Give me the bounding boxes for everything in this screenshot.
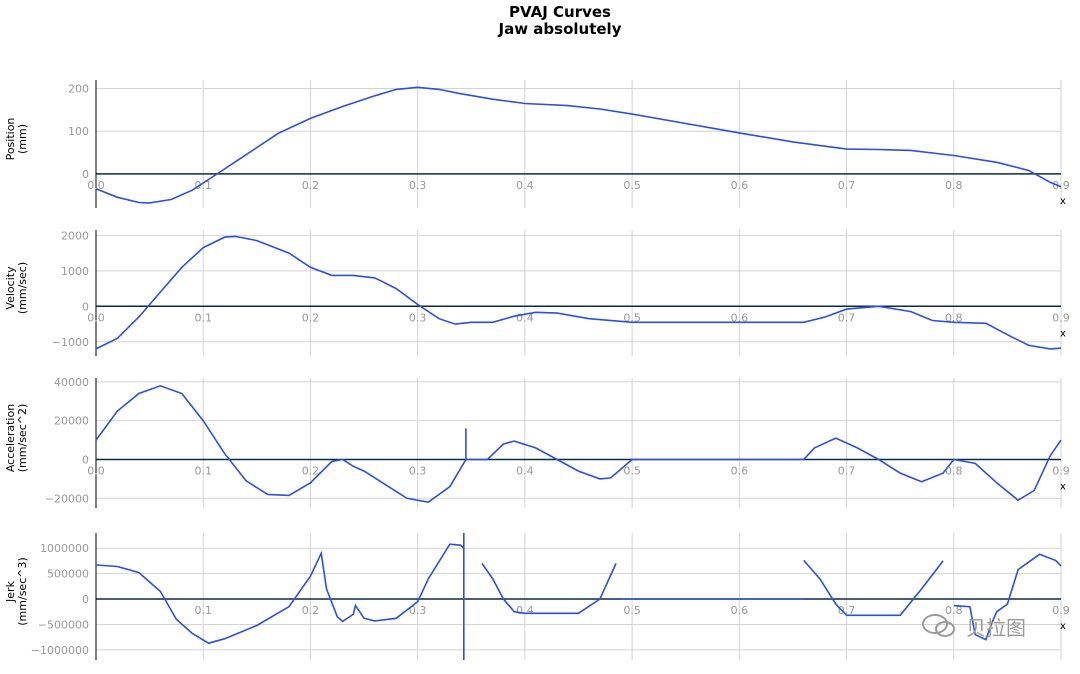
x-tick-label: 0.4 bbox=[516, 464, 534, 477]
x-axis-label: x bbox=[1060, 481, 1066, 492]
series-line bbox=[803, 559, 944, 617]
x-tick-label: 0.3 bbox=[409, 464, 427, 477]
x-tick-label: 0.5 bbox=[623, 179, 641, 192]
chart-title-line-2: Jaw absolutely bbox=[498, 20, 622, 38]
wechat-icon bbox=[922, 614, 955, 637]
y-tick-label: 0 bbox=[82, 593, 89, 606]
y-tick-label: 0 bbox=[82, 300, 89, 313]
y-axis-label: Jerk(mm/sec^3) bbox=[4, 557, 29, 625]
y-tick-label: 0 bbox=[82, 453, 89, 466]
y-axis-label-line: (mm/sec) bbox=[16, 262, 29, 314]
x-tick-label: 0.1 bbox=[194, 604, 212, 617]
y-axis-label-line: Acceleration bbox=[4, 404, 17, 472]
y-axis-label-line: (mm) bbox=[16, 124, 29, 154]
x-tick-label: 0.1 bbox=[194, 464, 212, 477]
x-tick-label: 0.9 bbox=[1052, 464, 1070, 477]
x-tick-label: 0.8 bbox=[945, 179, 963, 192]
x-tick-label: 0.7 bbox=[838, 464, 856, 477]
y-tick-label: −1000000 bbox=[31, 644, 89, 657]
y-axis-label: Acceleration(mm/sec^2) bbox=[4, 404, 29, 472]
y-tick-label: 1000000 bbox=[40, 542, 89, 555]
x-tick-label: 0.6 bbox=[731, 311, 749, 324]
x-tick-label: 0.1 bbox=[194, 179, 212, 192]
x-tick-label: 0.2 bbox=[302, 604, 320, 617]
x-tick-label: 0.1 bbox=[194, 311, 212, 324]
x-tick-label: 0.4 bbox=[516, 179, 534, 192]
series-line bbox=[95, 384, 1062, 504]
y-tick-label: −1000 bbox=[52, 336, 89, 349]
x-tick-label: 0.6 bbox=[731, 464, 749, 477]
x-tick-label: 0.7 bbox=[838, 604, 856, 617]
y-axis-label-line: Position bbox=[4, 118, 17, 161]
y-tick-label: −500000 bbox=[38, 618, 89, 631]
y-tick-label: 500000 bbox=[47, 568, 89, 581]
x-tick-label: 0.0 bbox=[87, 464, 105, 477]
x-tick-label: 0.2 bbox=[302, 179, 320, 192]
x-tick-label: 0.7 bbox=[838, 311, 856, 324]
x-tick-label: 0.2 bbox=[302, 311, 320, 324]
x-tick-label: 0.9 bbox=[1052, 179, 1070, 192]
x-axis-label: x bbox=[1060, 328, 1066, 339]
panel-3: −20000 0 20000 40000 0.0 0.1 0.2 0.3 0.4 0.5 0.6 0.… bbox=[4, 376, 1070, 508]
series-line bbox=[481, 563, 617, 615]
chart-title-line-1: PVAJ Curves bbox=[509, 3, 611, 21]
y-axis-label-line: (mm/sec^2) bbox=[16, 404, 29, 472]
x-tick-label: 0.4 bbox=[516, 604, 534, 617]
series-line bbox=[95, 86, 1062, 204]
series-line bbox=[953, 553, 1062, 641]
y-tick-label: 2000 bbox=[61, 229, 89, 242]
y-axis-label-line: Jerk bbox=[4, 580, 17, 603]
y-axis-label-line: (mm/sec^3) bbox=[16, 557, 29, 625]
x-tick-label: 0.3 bbox=[409, 179, 427, 192]
watermark bbox=[920, 612, 1050, 640]
x-tick-label: 0.0 bbox=[87, 179, 105, 192]
y-axis-label: Position(mm) bbox=[4, 118, 29, 161]
series-line bbox=[95, 543, 465, 645]
x-tick-label: 0.2 bbox=[302, 464, 320, 477]
x-tick-label: 0.3 bbox=[409, 311, 427, 324]
x-tick-label: 0.6 bbox=[731, 179, 749, 192]
x-tick-label: 0.9 bbox=[1052, 604, 1070, 617]
x-axis-label: x bbox=[1060, 196, 1066, 207]
y-tick-label: 200 bbox=[68, 83, 89, 96]
y-axis-label: Velocity(mm/sec) bbox=[4, 262, 29, 314]
x-tick-label: 0.8 bbox=[945, 464, 963, 477]
chart-title: PVAJ Curves Jaw absolutely bbox=[0, 4, 1080, 38]
x-tick-label: 0.5 bbox=[623, 604, 641, 617]
x-tick-label: 0.6 bbox=[731, 604, 749, 617]
x-tick-label: 0.3 bbox=[409, 604, 427, 617]
y-tick-label: 40000 bbox=[54, 376, 89, 389]
x-tick-label: 0.8 bbox=[945, 311, 963, 324]
y-tick-label: 0 bbox=[82, 168, 89, 181]
y-tick-label: 100 bbox=[68, 125, 89, 138]
y-axis-label-line: Velocity bbox=[4, 266, 17, 310]
y-tick-label: 20000 bbox=[54, 415, 89, 428]
x-axis-label: x bbox=[1060, 621, 1066, 632]
x-tick-label: 0.0 bbox=[87, 311, 105, 324]
y-tick-label: −20000 bbox=[45, 492, 89, 505]
y-tick-label: 1000 bbox=[61, 265, 89, 278]
x-tick-label: 0.8 bbox=[945, 604, 963, 617]
x-tick-label: 0.7 bbox=[838, 179, 856, 192]
watermark-text: 贝拉图 bbox=[966, 616, 1026, 640]
panel-1: 0 100 200 0.0 0.1 0.2 0.3 0.4 0.5 0.6 0.7 0.8 0.9 x Po… bbox=[4, 80, 1070, 208]
panel-4: −1000000 −500000 0 500000 1000000 0.1 0.2 0.3 0.… bbox=[4, 533, 1070, 660]
x-tick-label: 0.9 bbox=[1052, 311, 1070, 324]
x-tick-label: 0.5 bbox=[623, 464, 641, 477]
x-tick-label: 0.5 bbox=[623, 311, 641, 324]
series-line bbox=[95, 235, 1062, 350]
